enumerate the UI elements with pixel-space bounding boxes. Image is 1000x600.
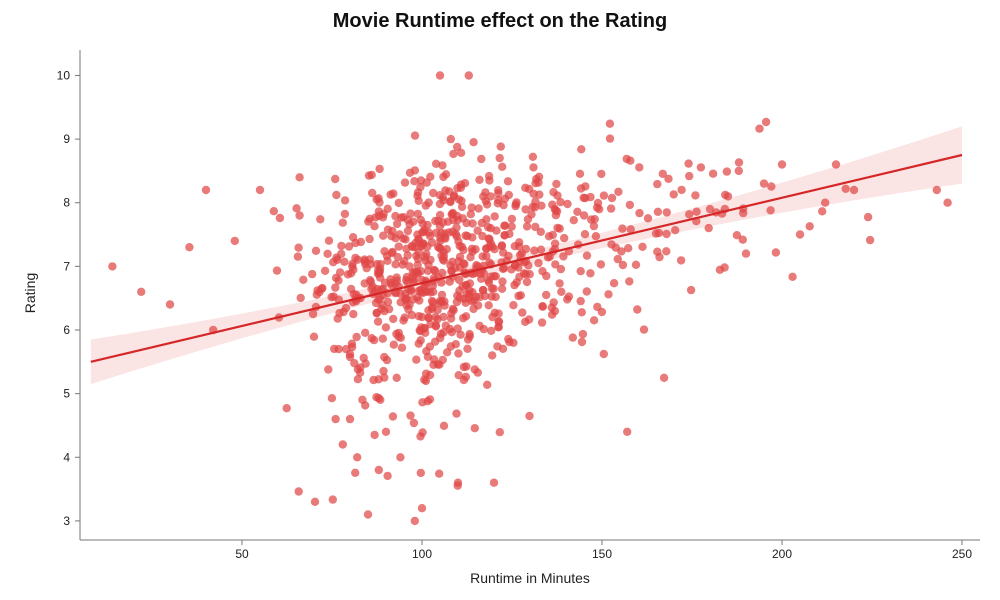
svg-text:9: 9 [63,132,70,146]
svg-text:250: 250 [952,547,972,561]
regression-ci [91,126,962,384]
svg-text:10: 10 [57,68,71,82]
svg-text:6: 6 [63,323,70,337]
svg-text:8: 8 [63,196,70,210]
svg-text:5: 5 [63,387,70,401]
svg-text:200: 200 [772,547,792,561]
svg-text:3: 3 [63,514,70,528]
svg-text:150: 150 [592,547,612,561]
scatter-plot: 50 100 150 200 250 3 4 5 6 7 8 9 10 [0,0,1000,600]
chart-container: Movie Runtime effect on the Rating Ratin… [0,0,1000,600]
svg-text:100: 100 [412,547,432,561]
svg-text:50: 50 [235,547,249,561]
scatter-points [108,71,952,525]
svg-text:7: 7 [63,259,70,273]
svg-text:4: 4 [63,450,70,464]
